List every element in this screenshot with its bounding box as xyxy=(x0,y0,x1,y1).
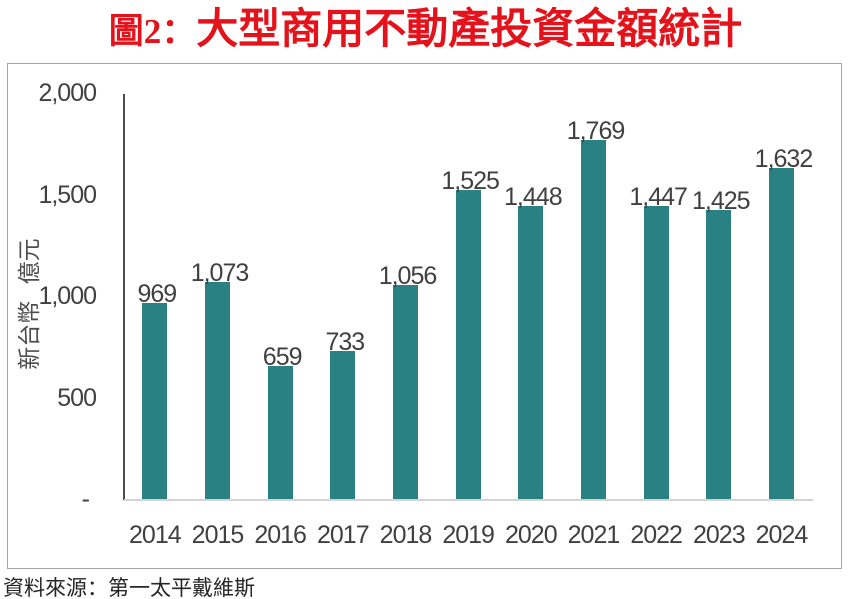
bar-2021 xyxy=(580,140,606,499)
x-category-label-2023: 2023 xyxy=(692,521,746,549)
bar-2016 xyxy=(267,365,293,499)
chart-title-prefix: 圖2： xyxy=(108,12,197,51)
bar-2023 xyxy=(706,210,732,499)
bar-2018 xyxy=(392,285,418,499)
bar-value-label-2016: 659 xyxy=(262,342,303,371)
bar-2020 xyxy=(518,205,544,499)
x-category-label-2021: 2021 xyxy=(567,521,621,549)
x-category-label-2019: 2019 xyxy=(442,521,495,549)
y-tick-label-1500: 1,500 xyxy=(38,180,97,209)
x-category-label-2018: 2018 xyxy=(379,521,433,549)
bar-value-label-2019: 1,525 xyxy=(441,166,500,195)
x-category-label-2020: 2020 xyxy=(505,521,558,549)
bar-value-label-2023: 1,425 xyxy=(692,187,751,216)
y-tick-label-0: - xyxy=(81,485,90,513)
x-category-label-2016: 2016 xyxy=(254,521,307,549)
bar-value-label-2017: 733 xyxy=(325,327,365,356)
x-axis-line xyxy=(123,499,813,501)
bar-2015 xyxy=(204,281,230,499)
bar-value-label-2018: 1,056 xyxy=(378,262,438,291)
bar-value-label-2014: 969 xyxy=(137,279,177,308)
x-category-label-2022: 2022 xyxy=(630,521,683,549)
bar-2014 xyxy=(142,302,168,499)
y-tick-label-500: 500 xyxy=(57,383,97,412)
bar-value-label-2024: 1,632 xyxy=(754,145,814,174)
chart-title: 圖2：大型商用不動產投資金額統計 xyxy=(0,0,851,58)
x-category-label-2014: 2014 xyxy=(129,521,182,549)
x-category-label-2017: 2017 xyxy=(317,521,370,549)
bar-value-label-2021: 1,769 xyxy=(566,117,626,146)
bar-value-label-2015: 1,073 xyxy=(190,258,250,287)
source-note: 資料來源：第一太平戴維斯 xyxy=(3,577,255,599)
y-tick-label-1000: 1,000 xyxy=(38,282,97,310)
x-category-label-2024: 2024 xyxy=(755,521,809,549)
bar-value-label-2022: 1,447 xyxy=(629,182,688,211)
x-category-label-2015: 2015 xyxy=(191,521,245,549)
y-tick-label-2000: 2,000 xyxy=(38,79,97,107)
bar-2019 xyxy=(455,189,481,499)
bar-2017 xyxy=(330,350,356,499)
bar-2022 xyxy=(643,205,669,499)
chart-frame: 新台幣 億元 2,000 1,500 1,000 500- 969 1,073 659 73… xyxy=(7,63,842,569)
y-axis-line xyxy=(122,93,125,500)
bar-2024 xyxy=(768,168,794,499)
bar-value-label-2020: 1,448 xyxy=(504,182,563,211)
chart-title-main: 大型商用不動產投資金額統計 xyxy=(196,7,743,53)
